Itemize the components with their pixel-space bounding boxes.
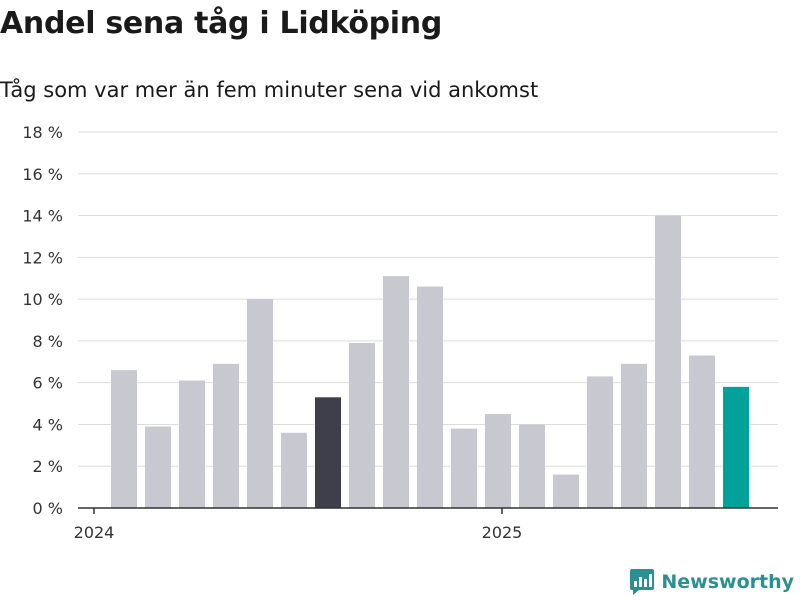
bar-2025-01	[519, 424, 545, 508]
bar-2024-10	[417, 286, 443, 508]
bar-2024-08	[349, 342, 375, 508]
x-tick-label: 2024	[74, 523, 115, 542]
bar-2024-03	[179, 380, 205, 508]
y-tick-label: 4 %	[33, 415, 63, 434]
y-axis-ticks: 0 % 2 % 4 % 6 % 8 % 10 % 12 % 14 % 16 % 18 %	[22, 123, 63, 518]
bar-2025-05	[655, 215, 681, 509]
y-tick-label: 8 %	[33, 332, 63, 351]
y-tick-label: 16 %	[22, 165, 63, 184]
bar-2024-07	[315, 397, 341, 508]
x-axis-ticks: 2024 2025	[74, 508, 523, 542]
y-tick-label: 10 %	[22, 290, 63, 309]
bar-chart: 0 % 2 % 4 % 6 % 8 % 10 % 12 % 14 % 16 % 18 % 2024…	[22, 123, 778, 542]
chart-subtitle: Tåg som var mer än fem minuter sena vid …	[0, 78, 539, 102]
bar-2024-05	[247, 299, 273, 508]
y-tick-label: 12 %	[22, 248, 63, 267]
y-tick-label: 14 %	[22, 207, 63, 226]
y-tick-label: 2 %	[33, 457, 63, 476]
bar-2025-06	[689, 355, 715, 508]
bar-2024-06	[281, 432, 307, 508]
y-tick-label: 6 %	[33, 374, 63, 393]
bar-2025-04	[621, 363, 647, 508]
bar-2024-02	[145, 426, 171, 508]
newsworthy-logo-icon	[630, 569, 655, 595]
bar-2024-04	[213, 363, 239, 508]
y-tick-label: 18 %	[22, 123, 63, 142]
bars	[111, 215, 749, 509]
x-tick-label: 2025	[482, 523, 523, 542]
bar-2025-02	[553, 474, 579, 508]
bar-2025-07	[723, 386, 749, 508]
bar-2024-01	[111, 370, 137, 508]
bar-2024-12	[485, 414, 511, 508]
bar-2024-11	[451, 428, 477, 508]
brand-logo: Newsworthy	[629, 568, 794, 596]
bar-2025-03	[587, 376, 613, 508]
brand-name: Newsworthy	[661, 571, 794, 593]
chart-title: Andel sena tåg i Lidköping	[0, 6, 443, 41]
y-tick-label: 0 %	[33, 499, 63, 518]
bar-2024-09	[383, 276, 409, 508]
